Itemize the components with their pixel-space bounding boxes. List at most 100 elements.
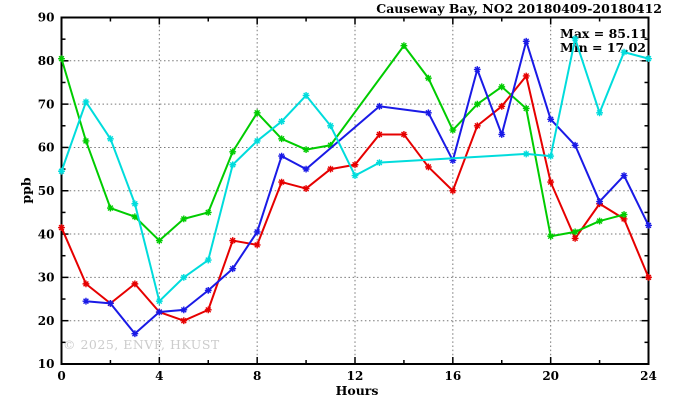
svg-text:16: 16 — [444, 369, 461, 383]
data-point-marker — [253, 228, 261, 236]
data-point-marker — [596, 217, 603, 225]
watermark-text: © 2025, ENVF, HKUST — [63, 337, 220, 352]
data-point-marker — [229, 148, 237, 156]
svg-text:20: 20 — [38, 314, 55, 328]
data-point-marker — [107, 299, 114, 307]
data-point-marker — [327, 141, 334, 149]
data-point-marker — [473, 66, 481, 73]
data-point-marker — [424, 163, 432, 171]
data-point-marker — [473, 100, 481, 108]
data-point-marker — [547, 232, 555, 240]
data-point-marker — [180, 317, 188, 325]
data-point-marker — [473, 122, 481, 130]
data-point-marker — [58, 224, 65, 231]
data-point-marker — [302, 165, 310, 173]
svg-text:30: 30 — [38, 271, 55, 285]
data-point-marker — [229, 161, 237, 169]
data-point-marker — [620, 172, 628, 179]
data-point-marker — [424, 109, 432, 117]
data-point-marker — [449, 187, 457, 195]
data-point-marker — [278, 118, 286, 125]
data-point-marker — [204, 209, 212, 216]
data-point-marker — [278, 152, 286, 160]
data-point-marker — [180, 273, 188, 281]
data-point-marker — [376, 159, 383, 166]
data-point-marker — [498, 102, 506, 110]
data-point-marker — [571, 35, 579, 43]
data-point-marker — [107, 135, 114, 143]
data-point-marker — [155, 237, 163, 244]
data-point-marker — [253, 241, 261, 249]
svg-text:50: 50 — [38, 184, 55, 198]
data-point-marker — [327, 122, 334, 130]
data-point-marker — [547, 115, 555, 123]
data-point-marker — [571, 228, 579, 236]
data-point-marker — [596, 198, 603, 205]
series-cyan — [58, 35, 652, 305]
data-point-marker — [498, 83, 506, 91]
data-point-marker — [620, 211, 628, 218]
data-point-marker — [351, 161, 359, 169]
data-point-marker — [449, 157, 457, 164]
data-point-marker — [180, 215, 188, 223]
grid-lines — [61, 17, 649, 364]
data-point-marker — [645, 222, 652, 229]
data-point-marker — [400, 42, 408, 50]
data-point-marker — [376, 102, 383, 110]
data-point-marker — [107, 204, 114, 212]
data-point-marker — [180, 306, 188, 314]
data-point-marker — [155, 297, 163, 305]
x-axis-label: Hours — [335, 383, 379, 398]
data-point-marker — [547, 178, 555, 186]
data-point-marker — [645, 273, 652, 281]
svg-text:10: 10 — [38, 357, 55, 371]
svg-text:70: 70 — [38, 97, 55, 111]
data-point-marker — [522, 105, 530, 112]
data-point-marker — [82, 137, 90, 145]
data-point-marker — [351, 172, 359, 179]
data-point-marker — [229, 265, 237, 273]
data-point-marker — [327, 165, 334, 173]
data-point-marker — [58, 55, 65, 63]
svg-text:60: 60 — [38, 141, 55, 155]
svg-text:8: 8 — [253, 369, 261, 383]
data-point-marker — [82, 280, 90, 288]
svg-text:12: 12 — [347, 369, 364, 383]
data-point-marker — [522, 150, 530, 158]
data-point-marker — [278, 135, 286, 143]
data-point-marker — [571, 141, 579, 149]
data-point-marker — [376, 131, 383, 138]
data-point-marker — [620, 215, 628, 223]
data-point-marker — [498, 131, 506, 138]
data-point-marker — [253, 109, 261, 117]
data-point-marker — [131, 213, 139, 221]
data-point-marker — [620, 48, 628, 56]
data-point-marker — [253, 137, 261, 145]
data-point-marker — [302, 92, 310, 99]
data-point-marker — [131, 200, 139, 208]
y-tick-labels: 10 20 30 40 50 60 70 80 90 — [38, 11, 55, 372]
data-point-marker — [229, 237, 237, 244]
data-point-marker — [547, 152, 555, 160]
svg-text:20: 20 — [542, 369, 559, 383]
data-point-marker — [302, 146, 310, 153]
data-point-marker — [400, 131, 408, 138]
data-point-marker — [278, 178, 286, 186]
data-point-marker — [522, 72, 530, 80]
svg-text:24: 24 — [640, 369, 657, 383]
data-point-marker — [131, 280, 139, 288]
data-point-marker — [424, 74, 432, 82]
data-point-marker — [571, 234, 579, 242]
data-point-marker — [204, 286, 212, 294]
max-annotation: Max = 85.11 — [560, 26, 648, 41]
data-point-marker — [204, 306, 212, 314]
x-tick-labels: 0 4 8 12 16 20 24 — [57, 369, 657, 383]
svg-text:0: 0 — [57, 369, 65, 383]
data-point-marker — [522, 37, 530, 45]
svg-text:90: 90 — [38, 11, 55, 25]
data-point-marker — [204, 256, 212, 264]
series-green — [58, 42, 628, 244]
data-point-marker — [302, 185, 310, 192]
